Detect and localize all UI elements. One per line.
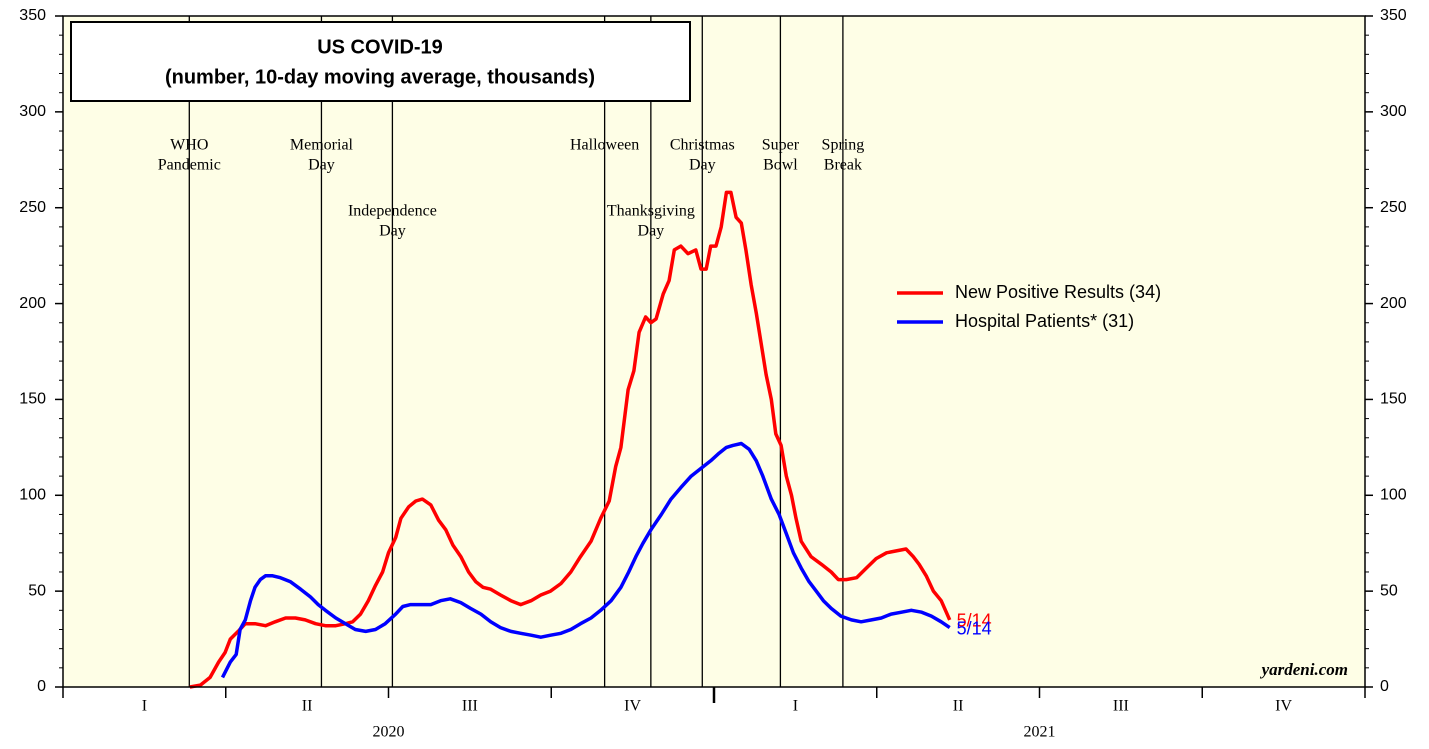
- year-label: 2021: [1024, 724, 1056, 741]
- event-label: Independence: [348, 203, 437, 220]
- y-tick-label: 300: [19, 103, 46, 120]
- plot-area: [63, 16, 1365, 687]
- y2-tick-label: 100: [1380, 487, 1407, 504]
- y2-tick-label: 150: [1380, 391, 1407, 408]
- x-tick-label: IV: [624, 698, 641, 715]
- x-tick-label: III: [1113, 698, 1129, 715]
- x-tick-label: II: [953, 698, 964, 715]
- event-label: Day: [308, 157, 335, 174]
- event-label: Halloween: [570, 137, 639, 154]
- x-tick-label: I: [793, 698, 798, 715]
- y2-tick-label: 350: [1380, 7, 1407, 24]
- chart-subtitle: (number, 10-day moving average, thousand…: [165, 66, 595, 88]
- event-label: WHO: [170, 137, 208, 154]
- y-tick-label: 0: [37, 678, 46, 695]
- event-label: Spring: [822, 137, 865, 154]
- grid-layer: 0 0 50 50 100 100 150 150 200 200 250 250 300 300 350 3…: [19, 7, 1407, 740]
- year-label: 2020: [373, 724, 405, 741]
- x-tick-label: III: [462, 698, 478, 715]
- y-tick-label: 50: [28, 582, 46, 599]
- end-label: 5/14: [957, 611, 992, 631]
- chart-title: US COVID-19: [317, 36, 443, 58]
- y-tick-label: 250: [19, 199, 46, 216]
- event-label: Break: [824, 157, 862, 174]
- plot-frame: [62, 15, 1366, 688]
- end-label: 5/14: [957, 618, 992, 638]
- x-tick-label: II: [302, 698, 313, 715]
- legend-label: Hospital Patients* (31): [955, 311, 1134, 331]
- mark-layer: 5/145/14: [189, 190, 992, 689]
- y2-tick-label: 200: [1380, 295, 1407, 312]
- y2-tick-label: 300: [1380, 103, 1407, 120]
- event-label: Thanksgiving: [607, 203, 695, 220]
- legend-label: New Positive Results (34): [955, 282, 1161, 302]
- event-label: Day: [638, 223, 665, 240]
- event-label: Memorial: [290, 137, 354, 154]
- y2-tick-label: 50: [1380, 582, 1398, 599]
- title-box: [70, 21, 691, 102]
- y-tick-label: 350: [19, 7, 46, 24]
- event-label: Pandemic: [158, 157, 221, 174]
- y-tick-label: 150: [19, 391, 46, 408]
- event-label: Christmas: [670, 137, 735, 154]
- event-label: Day: [379, 223, 406, 240]
- x-tick-label: IV: [1275, 698, 1292, 715]
- y-tick-label: 100: [19, 487, 46, 504]
- event-label: Day: [689, 157, 716, 174]
- event-label: Super: [762, 137, 800, 154]
- y2-tick-label: 250: [1380, 199, 1407, 216]
- y-tick-label: 200: [19, 295, 46, 312]
- event-label: Bowl: [763, 157, 798, 174]
- series-line: [220, 441, 951, 679]
- x-tick-label: I: [142, 698, 147, 715]
- source: yardeni.com: [1260, 660, 1348, 679]
- y2-tick-label: 0: [1380, 678, 1389, 695]
